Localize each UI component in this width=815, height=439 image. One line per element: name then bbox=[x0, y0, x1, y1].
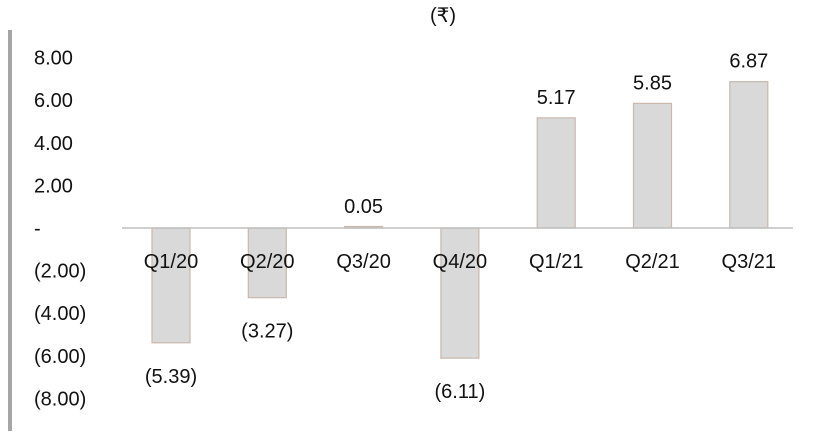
value-label: 5.17 bbox=[537, 87, 576, 109]
bar-q4-20 bbox=[440, 227, 480, 359]
y-tick-label: (2.00) bbox=[34, 261, 86, 283]
x-tick-label: Q1/20 bbox=[144, 251, 198, 273]
value-label: 0.05 bbox=[344, 196, 383, 218]
value-label: 6.87 bbox=[729, 51, 768, 73]
y-tick-label: 2.00 bbox=[34, 175, 73, 197]
value-label: (3.27) bbox=[241, 321, 293, 343]
bar-q2-20 bbox=[247, 227, 287, 299]
y-tick-label: (4.00) bbox=[34, 303, 86, 325]
x-tick-label: Q4/20 bbox=[433, 251, 487, 273]
unit-label: (₹) bbox=[430, 5, 456, 27]
value-label: 5.85 bbox=[633, 72, 672, 94]
x-axis-ticks: Q1/20 Q2/20 Q3/20 Q4/20 Q1/21 Q2/21 Q3/21 bbox=[144, 251, 776, 273]
bar-q1-21 bbox=[536, 117, 576, 229]
y-tick-label: 6.00 bbox=[34, 90, 73, 112]
y-axis-ticks: 8.00 6.00 4.00 2.00 - (2.00) (4.00) (6.00) (8.00… bbox=[34, 48, 86, 411]
y-tick-label: (6.00) bbox=[34, 346, 86, 368]
x-tick-label: Q3/21 bbox=[722, 251, 776, 273]
bar-q3-21 bbox=[729, 81, 769, 229]
y-tick-label: 8.00 bbox=[34, 48, 73, 70]
x-tick-label: Q3/20 bbox=[336, 251, 390, 273]
bar-q1-20 bbox=[151, 227, 191, 344]
bar-q2-21 bbox=[632, 102, 673, 229]
value-label: (6.11) bbox=[435, 381, 486, 403]
x-tick-label: Q2/21 bbox=[625, 251, 679, 273]
value-labels-group: (5.39) (3.27) 0.05 (6.11) 5.17 5.85 6.87 bbox=[145, 51, 768, 403]
x-tick-label: Q1/21 bbox=[529, 251, 583, 273]
y-tick-label: 4.00 bbox=[34, 133, 73, 155]
x-tick-label: Q2/20 bbox=[240, 251, 294, 273]
y-tick-label: - bbox=[34, 218, 41, 240]
bars-group bbox=[151, 81, 769, 359]
value-label: (5.39) bbox=[145, 366, 197, 388]
y-tick-label: (8.00) bbox=[34, 388, 86, 410]
